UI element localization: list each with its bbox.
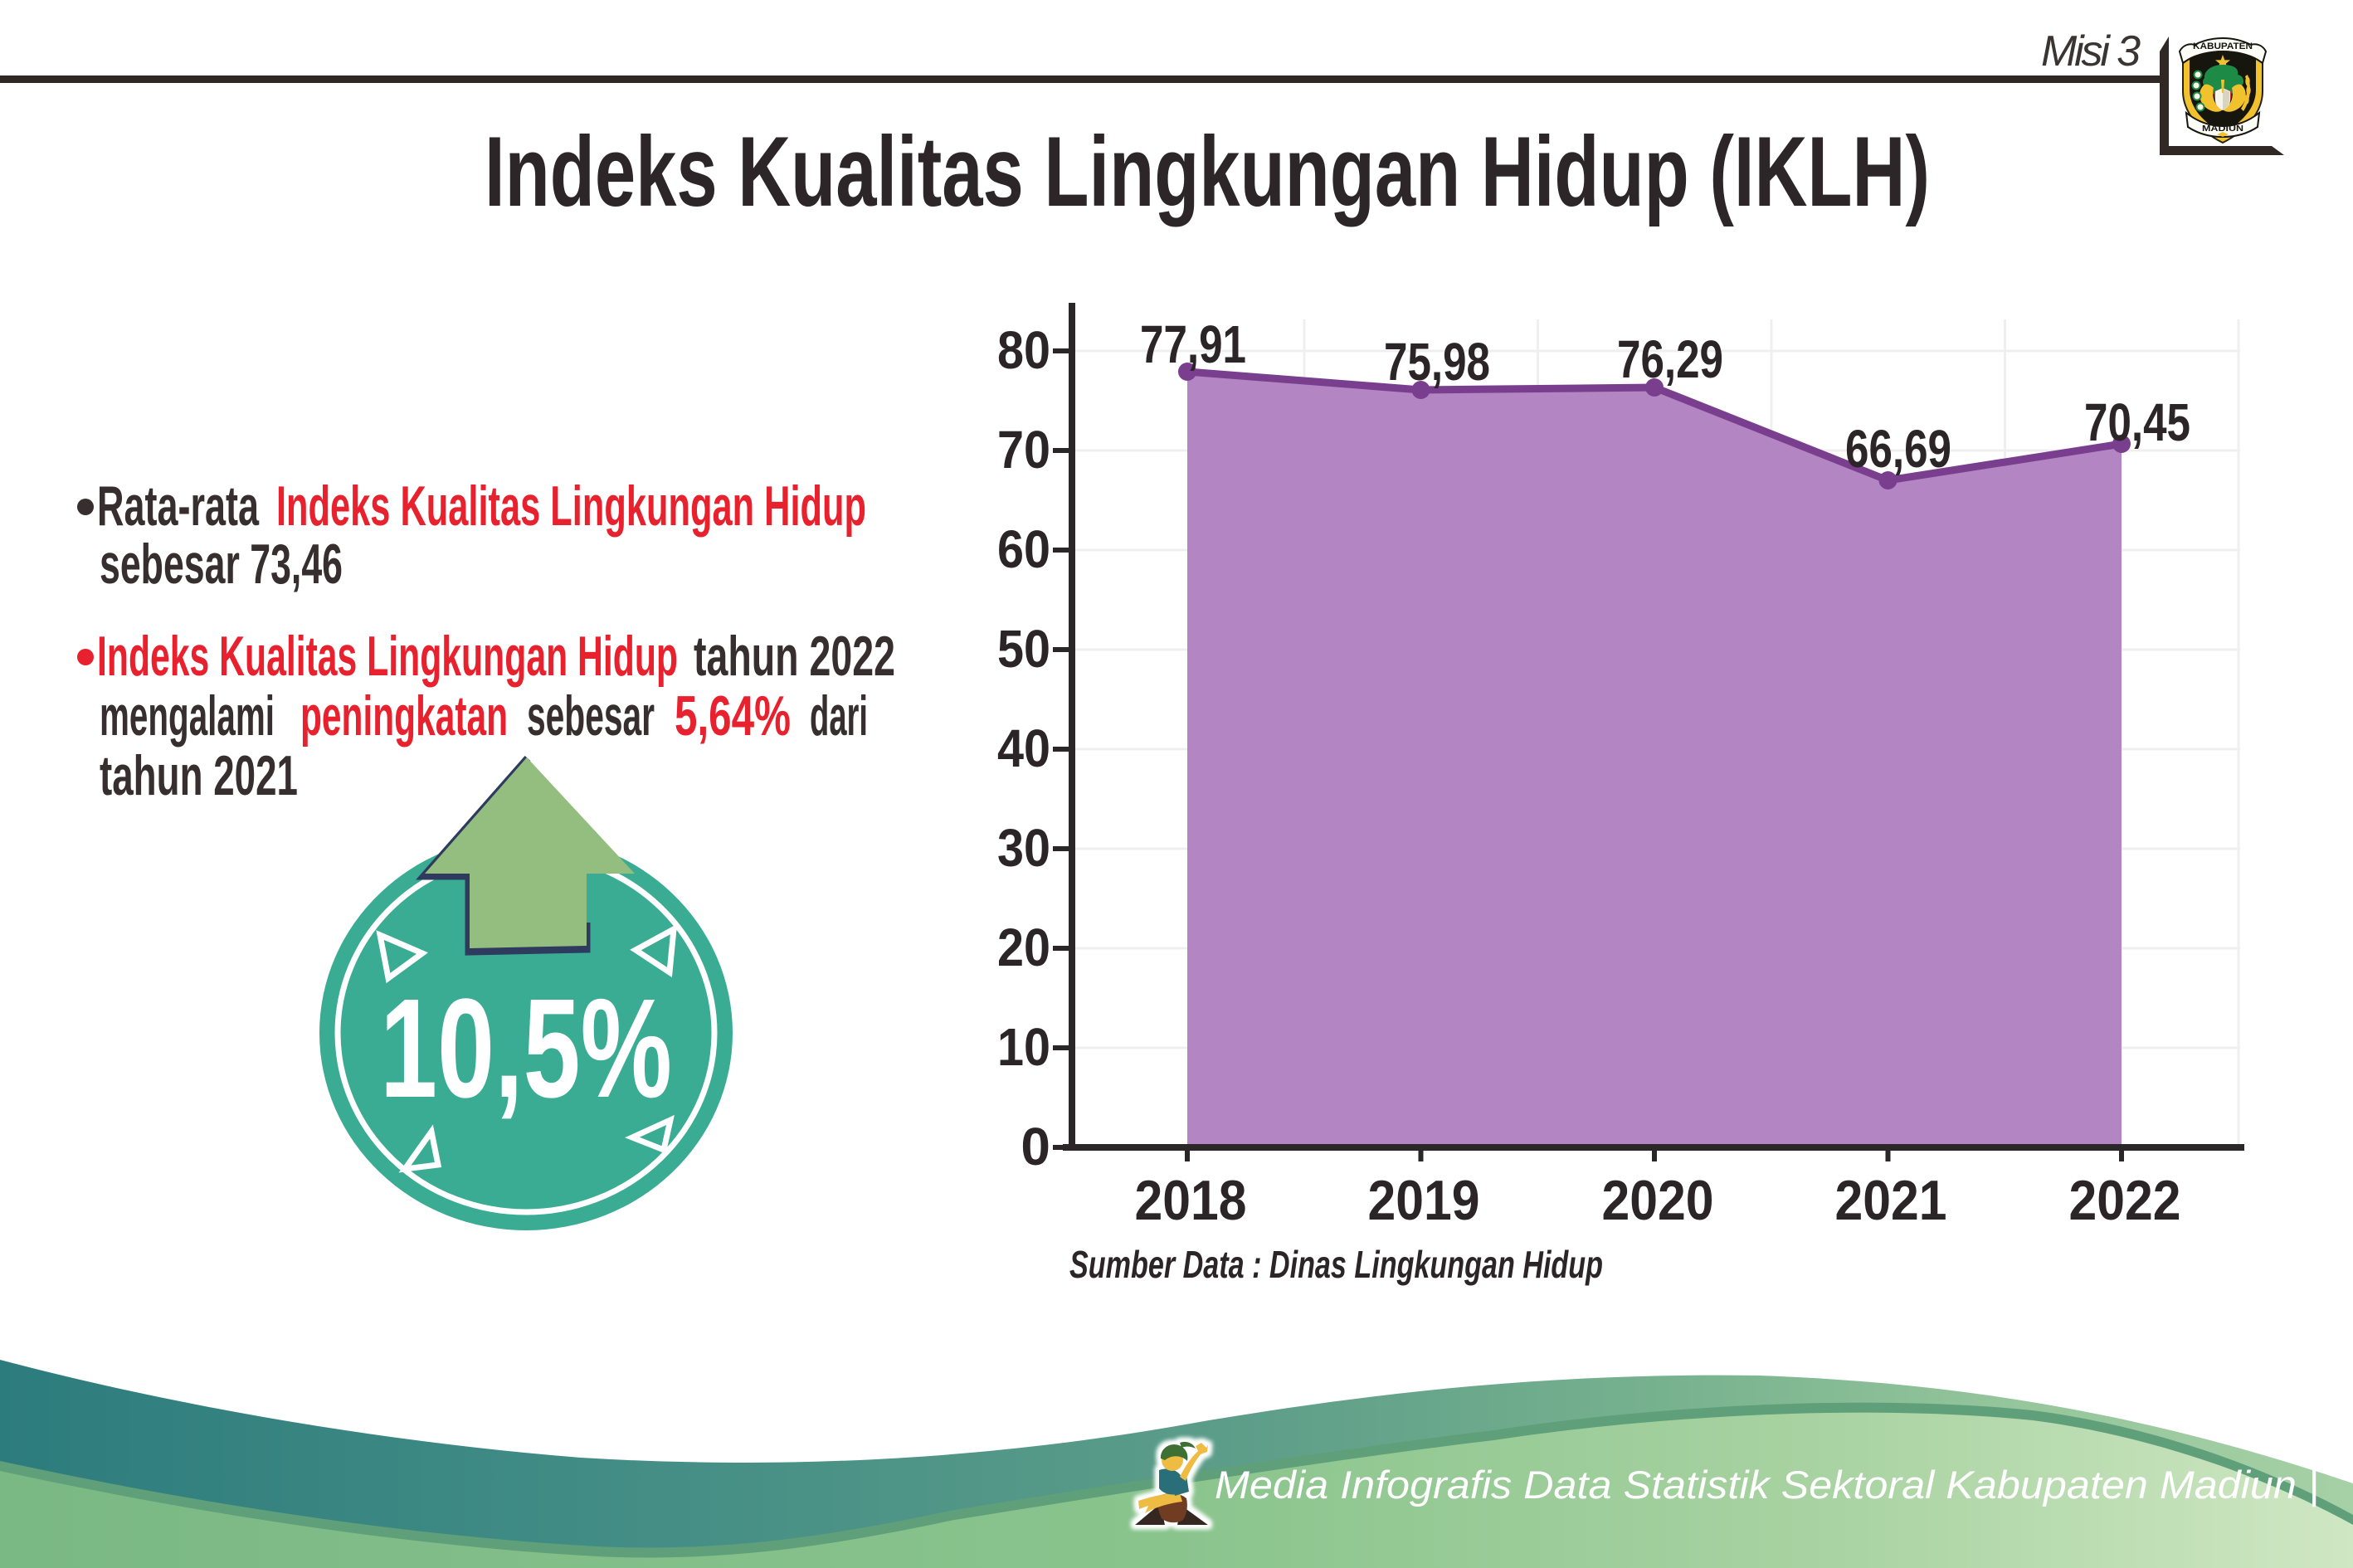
svg-text:66,69: 66,69 — [1845, 419, 1951, 479]
svg-text:2018: 2018 — [1135, 1169, 1247, 1232]
svg-text:30: 30 — [997, 818, 1050, 878]
svg-text:80: 80 — [997, 320, 1050, 380]
svg-text:75,98: 75,98 — [1384, 332, 1490, 392]
svg-text:Misi 3: Misi 3 — [2041, 27, 2141, 75]
svg-text:10,5%: 10,5% — [380, 970, 672, 1127]
svg-text:KABUPATEN: KABUPATEN — [2193, 41, 2253, 51]
svg-text:50: 50 — [997, 619, 1050, 679]
svg-text:40: 40 — [997, 718, 1050, 778]
svg-text:tahun 2021: tahun 2021 — [100, 744, 298, 807]
svg-text:2019: 2019 — [1368, 1169, 1480, 1232]
svg-text:2021: 2021 — [1835, 1169, 1947, 1232]
svg-text:76,29: 76,29 — [1617, 329, 1723, 389]
svg-text:MADIUN: MADIUN — [2202, 124, 2243, 134]
svg-text:Sumber Data : Dinas Lingkungan: Sumber Data : Dinas Lingkungan Hidup — [1069, 1243, 1603, 1286]
svg-text:2020: 2020 — [1602, 1169, 1714, 1232]
svg-text:70,45: 70,45 — [2084, 392, 2190, 452]
svg-text:Media Infografis Data Statisti: Media Infografis Data Statistik Sektoral… — [1215, 1463, 2319, 1507]
svg-text:60: 60 — [997, 519, 1050, 579]
svg-text:77,91: 77,91 — [1140, 314, 1246, 374]
svg-text:20: 20 — [997, 918, 1050, 977]
svg-text:Indeks Kualitas Lingkungan Hid: Indeks Kualitas Lingkungan Hidup tahun 20… — [97, 625, 895, 688]
svg-text:70: 70 — [997, 420, 1050, 480]
svg-text:Indeks Kualitas Lingkungan Hid: Indeks Kualitas Lingkungan Hidup (IKLH) — [485, 116, 1930, 227]
svg-text:2022: 2022 — [2069, 1169, 2181, 1232]
svg-text:sebesar 73,46: sebesar 73,46 — [100, 533, 343, 596]
svg-text:0: 0 — [1021, 1117, 1050, 1176]
svg-text:10: 10 — [997, 1017, 1050, 1077]
